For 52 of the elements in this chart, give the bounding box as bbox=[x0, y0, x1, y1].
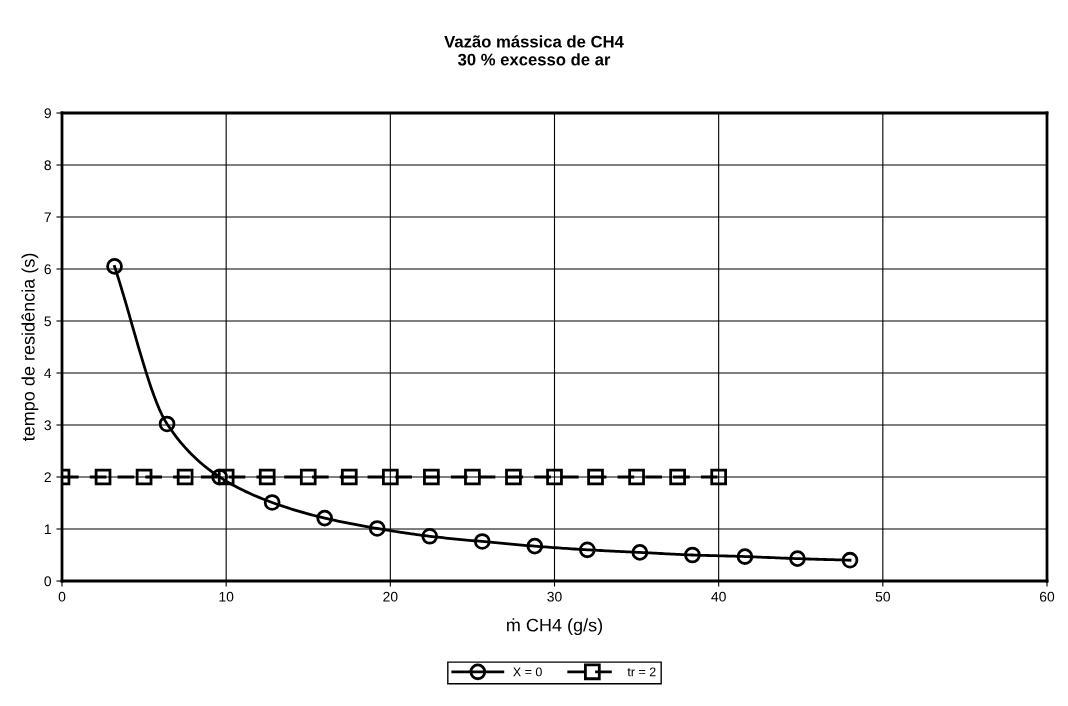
point bbox=[579, 541, 596, 559]
point bbox=[135, 468, 153, 486]
point bbox=[464, 468, 481, 486]
y-tick-label: 2 bbox=[44, 472, 51, 483]
point bbox=[587, 468, 604, 486]
point bbox=[158, 415, 176, 433]
point bbox=[628, 468, 645, 486]
point bbox=[546, 468, 563, 486]
x-axis-title: ṁ CH4 (g/s) bbox=[507, 618, 603, 636]
x-tick-label: 40 bbox=[711, 591, 726, 602]
point bbox=[421, 527, 439, 545]
y-tick-label: 7 bbox=[44, 212, 51, 223]
x-tick-label: 0 bbox=[58, 591, 66, 602]
point bbox=[176, 468, 194, 486]
point bbox=[316, 509, 333, 527]
point bbox=[263, 494, 281, 511]
point bbox=[684, 546, 701, 564]
y-tick-label: 6 bbox=[44, 264, 51, 275]
x-tick-label: 10 bbox=[219, 591, 234, 602]
point bbox=[423, 468, 440, 486]
y-tick-label: 0 bbox=[44, 576, 52, 587]
x-tick-label: 30 bbox=[547, 591, 562, 602]
point bbox=[299, 468, 317, 486]
y-tick-label: 3 bbox=[44, 420, 51, 431]
point bbox=[841, 551, 859, 569]
legend-label: tr = 2 bbox=[627, 667, 656, 677]
point bbox=[631, 544, 649, 561]
y-tick-label: 8 bbox=[44, 160, 51, 171]
x-tick-label: 50 bbox=[875, 591, 891, 602]
point bbox=[106, 258, 123, 275]
point bbox=[382, 468, 399, 486]
x-tick-label: 20 bbox=[383, 591, 398, 602]
point bbox=[217, 468, 235, 486]
point bbox=[789, 550, 806, 567]
y-axis-title: tempo de residência (s) bbox=[21, 253, 39, 442]
point bbox=[736, 548, 754, 565]
point bbox=[258, 468, 276, 486]
legend-label: X = 0 bbox=[513, 667, 542, 677]
point bbox=[669, 468, 686, 486]
y-tick-label: 9 bbox=[44, 108, 51, 119]
y-tick-label: 5 bbox=[44, 316, 51, 327]
x-tick-label: 60 bbox=[1039, 591, 1055, 602]
y-tick-label: 1 bbox=[44, 524, 51, 535]
point bbox=[473, 533, 491, 550]
point bbox=[340, 468, 358, 486]
point bbox=[526, 537, 544, 555]
chart-title: Vazão mássica de CH4 30 % excesso de ar bbox=[444, 35, 624, 66]
point bbox=[94, 468, 112, 486]
point bbox=[368, 520, 386, 537]
point bbox=[710, 468, 727, 486]
y-tick-label: 4 bbox=[44, 368, 52, 379]
point bbox=[505, 468, 522, 486]
